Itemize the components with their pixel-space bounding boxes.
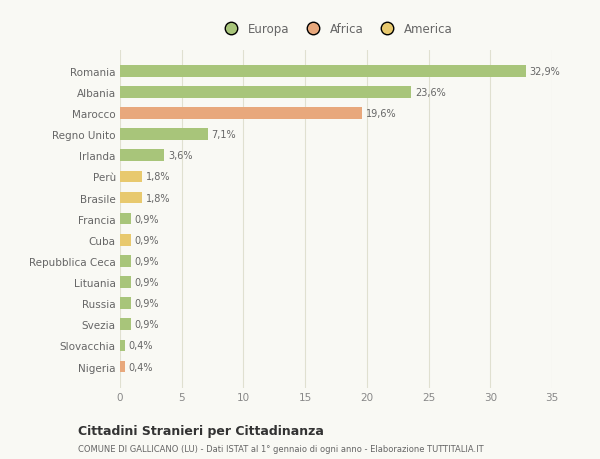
Bar [120, 256, 131, 267]
Text: COMUNE DI GALLICANO (LU) - Dati ISTAT al 1° gennaio di ogni anno - Elaborazione : COMUNE DI GALLICANO (LU) - Dati ISTAT al… [78, 444, 484, 453]
Bar [120, 192, 142, 204]
Bar [120, 87, 411, 99]
Bar [120, 319, 131, 330]
Text: 23,6%: 23,6% [415, 88, 446, 98]
Text: 0,4%: 0,4% [128, 362, 153, 372]
Text: 1,8%: 1,8% [146, 193, 170, 203]
Bar [120, 66, 526, 78]
Text: Cittadini Stranieri per Cittadinanza: Cittadini Stranieri per Cittadinanza [78, 425, 324, 437]
Text: 0,9%: 0,9% [135, 214, 160, 224]
Bar [120, 277, 131, 288]
Bar [120, 171, 142, 183]
Text: 32,9%: 32,9% [530, 67, 560, 77]
Legend: Europa, Africa, America: Europa, Africa, America [216, 19, 456, 39]
Text: 7,1%: 7,1% [211, 130, 236, 140]
Bar [120, 108, 362, 120]
Bar [120, 213, 131, 225]
Bar [120, 129, 208, 140]
Text: 0,9%: 0,9% [135, 319, 160, 330]
Text: 1,8%: 1,8% [146, 172, 170, 182]
Bar [120, 150, 164, 162]
Text: 0,9%: 0,9% [135, 256, 160, 266]
Text: 19,6%: 19,6% [365, 109, 396, 119]
Text: 3,6%: 3,6% [168, 151, 193, 161]
Text: 0,4%: 0,4% [128, 341, 153, 351]
Bar [120, 235, 131, 246]
Bar [120, 298, 131, 309]
Text: 0,9%: 0,9% [135, 298, 160, 308]
Text: 0,9%: 0,9% [135, 277, 160, 287]
Text: 0,9%: 0,9% [135, 235, 160, 245]
Bar [120, 361, 125, 373]
Bar [120, 340, 125, 352]
